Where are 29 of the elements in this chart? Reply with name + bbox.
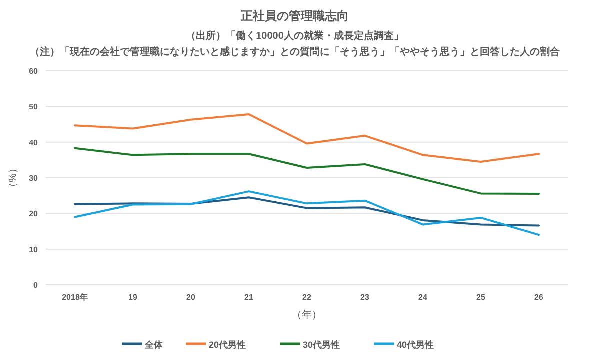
chart-subtitle: （出所）「働く10000人の就業・成長定点調査」 bbox=[186, 30, 404, 42]
y-tick-label: 10 bbox=[29, 245, 39, 254]
x-axis-title: （年） bbox=[292, 309, 322, 321]
x-tick-label: 26 bbox=[534, 293, 544, 302]
x-tick-label: 23 bbox=[360, 293, 370, 302]
y-tick-label: 60 bbox=[29, 67, 39, 76]
legend-label: 30代男性 bbox=[303, 340, 340, 350]
y-tick-label: 20 bbox=[29, 210, 39, 219]
line-series bbox=[74, 196, 540, 227]
y-tick-label: 50 bbox=[29, 102, 39, 112]
text: （注）「現在の会社で管理職になりたいと感じますか」との質問に「そう思う」「ややそう思う」と回答した人の割合 bbox=[30, 46, 561, 58]
x-tick-label: 25 bbox=[476, 293, 486, 302]
line-series bbox=[74, 190, 540, 236]
legend-label: 40代男性 bbox=[397, 340, 434, 350]
x-tick-label: 22 bbox=[302, 293, 312, 302]
y-tick-label: 0 bbox=[34, 281, 39, 290]
y-axis-title: （%） bbox=[8, 164, 19, 192]
line-series bbox=[74, 114, 540, 163]
legend-label: 全体 bbox=[144, 340, 164, 350]
x-tick-label: 19 bbox=[128, 293, 138, 302]
x-tick-label: 24 bbox=[418, 293, 428, 302]
x-tick-label: 2018年 bbox=[62, 293, 88, 302]
x-tick-label: 20 bbox=[186, 293, 196, 302]
legend-label: 20代男性 bbox=[209, 340, 246, 350]
y-tick-label: 40 bbox=[29, 138, 39, 148]
y-tick-label: 30 bbox=[29, 174, 39, 183]
x-tick-label: 21 bbox=[244, 293, 254, 302]
line-series bbox=[74, 147, 540, 196]
chart-title: 正社員の管理職志向 bbox=[240, 9, 349, 23]
